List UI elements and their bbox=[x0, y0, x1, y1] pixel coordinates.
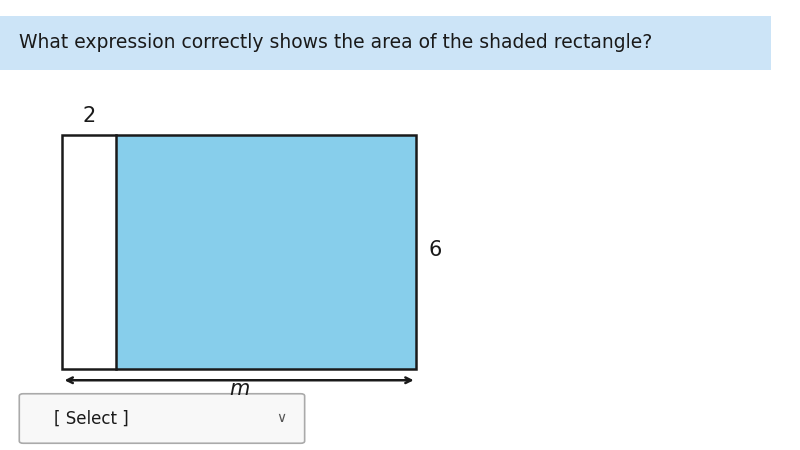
Bar bbox=[62, 135, 116, 369]
Text: 2: 2 bbox=[82, 106, 95, 126]
Text: ∨: ∨ bbox=[277, 411, 286, 426]
Bar bbox=[116, 135, 417, 369]
FancyBboxPatch shape bbox=[0, 16, 771, 70]
Text: What expression correctly shows the area of the shaded rectangle?: What expression correctly shows the area… bbox=[19, 33, 653, 52]
Text: $m$: $m$ bbox=[229, 379, 250, 399]
Text: 6: 6 bbox=[428, 240, 442, 260]
Bar bbox=[62, 135, 417, 369]
FancyBboxPatch shape bbox=[19, 394, 305, 443]
Text: [ Select ]: [ Select ] bbox=[54, 410, 129, 427]
